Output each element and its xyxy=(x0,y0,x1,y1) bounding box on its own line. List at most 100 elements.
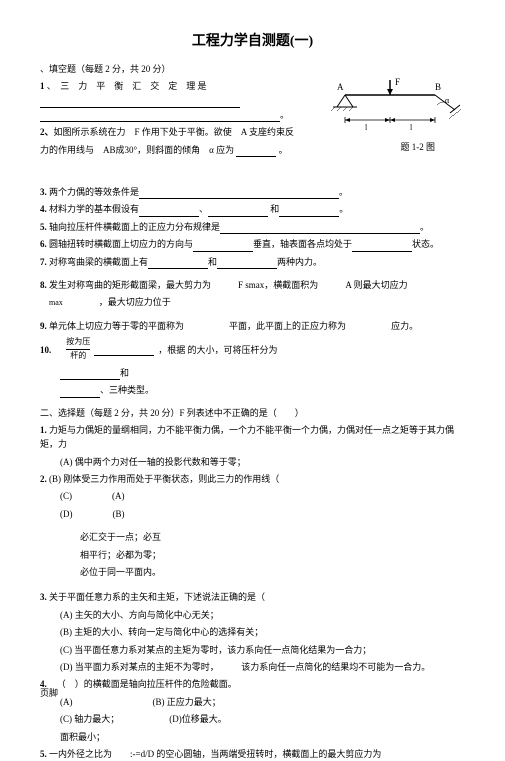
q9-mid: 平面，此平面上的正应力称为 xyxy=(229,321,346,331)
s2q4: 4. （ ）的横截面是轴向拉压杆件的危险截面。 xyxy=(40,677,465,691)
q10-and: 和 xyxy=(120,368,129,378)
s2q5-num: 5. xyxy=(40,749,47,759)
s2q2-d-row: (D) (B) xyxy=(40,507,465,521)
section1-header: 、填空题（每题 2 分，共 20 分） xyxy=(40,62,465,75)
q8-mid: F smax，横截面积为 xyxy=(238,280,318,290)
q9: 9. 单元体上切应力等于零的平面称为 平面，此平面上的正应力称为 应力。 xyxy=(40,319,465,333)
s2q2: 2. (B) 刚体受三力作用而处于平衡状态，则此三力的作用线（ xyxy=(40,472,465,486)
q3-num: 3. xyxy=(40,187,47,197)
q10-b3 xyxy=(60,386,100,398)
s2q2-b: (B) 刚体受三力作用而处于平衡状态，则此三力的作用线（ xyxy=(49,474,279,484)
svg-text:B: B xyxy=(435,82,441,92)
q10-line2: 和 xyxy=(40,366,465,380)
q4-and: 和 xyxy=(270,204,279,214)
q2-blank xyxy=(236,145,276,157)
q8: 8. 发生对称弯曲的矩形截面梁，最大剪力为 F smax，横截面积为 A 则最大… xyxy=(40,278,465,292)
s2q3-c: (C) 当平面任意力系对某点的主矩为零时，该力系向任一点简化结果为一合力； xyxy=(40,643,465,657)
s2q2-opt1: 必汇交于一点；必互 xyxy=(40,530,465,544)
s2q4-a: (A) xyxy=(60,695,73,709)
q7-b2 xyxy=(217,257,277,269)
diagram-label: 题 1-2 图 xyxy=(401,140,436,153)
q2-line2: 力的作用线与 AB成30°，则斜面的倾角 α 应为 。 xyxy=(40,143,320,157)
s2q2-num: 2. xyxy=(40,474,47,484)
s2q4-b: (B) 正应力最大； xyxy=(153,695,221,709)
q10-num: 10. xyxy=(40,343,51,357)
svg-text:α: α xyxy=(445,96,450,105)
page-footer: 页脚 xyxy=(40,686,58,699)
s2q4-text: ）的横截面是轴向拉压杆件的危险截面。 xyxy=(75,679,237,689)
s2q4-row1: (A) (B) 正应力最大； xyxy=(40,695,465,709)
svg-text:A: A xyxy=(337,82,344,92)
s2q2-c-row: (C) (A) xyxy=(40,489,465,503)
q7-num: 7. xyxy=(40,257,47,267)
section2-header: 二、选择题（每题 2 分，共 20 分）F 列表述中不正确的是（ ） xyxy=(40,406,465,419)
q5: 5. 轴向拉压杆件横截面上的正应力分布规律是。 xyxy=(40,220,465,234)
q2: 2、如图所示系统在力 F 作用下处于平衡。欲使 A 支座约束反 xyxy=(40,125,320,139)
s2q3-text: 关于平面任意力系的主矢和主矩，下述说法正确的是（ xyxy=(49,592,265,602)
q2-text1: 如图所示系统在力 F 作用下处于平衡。欲使 A 支座约束反 xyxy=(54,127,295,137)
q4-num: 4. xyxy=(40,204,47,214)
q4-b1 xyxy=(139,205,199,217)
q8-max: max xyxy=(49,298,63,307)
q10-line3: 、三种类型。 xyxy=(40,383,465,397)
q3-text: 两个力偶的等效条件是 xyxy=(49,187,139,197)
q7-and: 和 xyxy=(208,257,217,267)
q7-b1 xyxy=(148,257,208,269)
q7: 7. 对称弯曲梁的横截面上有 和 两种内力。 xyxy=(40,255,465,269)
q6-text: 圆轴扭转时横截面上切应力的方向与 xyxy=(49,239,193,249)
q10-mid: ，根据 的大小，可将压杆分为 xyxy=(158,343,277,357)
s2q5: 5. 一内外径之比为 :-=d/D 的空心圆轴，当两端受扭转时，横截面上的最大剪… xyxy=(40,747,465,761)
s2q3-a: (A) 主矢的大小、方向与简化中心无关； xyxy=(40,608,465,622)
q1: 1 、 三 力 平 衡 汇 交 定 理 是 。 xyxy=(40,79,300,122)
q5-blank xyxy=(220,222,420,234)
q1-blank2 xyxy=(40,110,280,122)
q1-blank xyxy=(40,96,240,108)
q3: 3. 两个力偶的等效条件是。 xyxy=(40,185,465,199)
svg-text:l: l xyxy=(365,123,368,132)
q5-text: 轴向拉压杆件横截面上的正应力分布规律是 xyxy=(49,222,220,232)
s2q3-d: (D) 当平面力系对某点的主矩不为零时， 该力系向任一点简化的结果均不可能为一合… xyxy=(40,660,465,674)
q10-b2 xyxy=(60,368,120,380)
s2q1: 1. 力矩与力偶矩的量纲相同，力不能平衡力偶，一个力不能平衡一个力偶，力偶对任一… xyxy=(40,423,465,452)
s2q4-c: (C) 轴力最大； xyxy=(60,712,119,726)
s2q1-text: 力矩与力偶矩的量纲相同，力不能平衡力偶，一个力不能平衡一个力偶，力偶对任一点之矩… xyxy=(40,425,454,449)
q6: 6. 圆轴扭转时横截面上切应力的方向与 垂直，轴表面各点均处于 状态。 xyxy=(40,237,465,251)
q4-b2 xyxy=(208,205,268,217)
s2q2-opt3: 必位于同一平面内。 xyxy=(40,565,465,579)
beam-diagram: F A B α l l xyxy=(325,75,465,135)
svg-text:l: l xyxy=(410,123,413,132)
q6-num: 6. xyxy=(40,239,47,249)
q8-line2: max ，最大切应力位于 xyxy=(40,295,465,310)
q2-period: 。 xyxy=(279,145,288,155)
s2q2-opt2: 相平行；必都为零； xyxy=(40,548,465,562)
q6-b1 xyxy=(193,240,253,252)
s2q2-d: (D) xyxy=(60,507,73,521)
q1-text: 、 三 力 平 衡 汇 交 定 理 是 xyxy=(47,81,207,91)
q3-blank xyxy=(139,187,339,199)
s2q3-num: 3. xyxy=(40,592,47,602)
s2q3: 3. 关于平面任意力系的主矢和主矩，下述说法正确的是（ xyxy=(40,590,465,604)
q2-num: 2、 xyxy=(40,127,54,137)
svg-text:F: F xyxy=(395,77,400,87)
q2-text2: 力的作用线与 AB成30°，则斜面的倾角 α 应为 xyxy=(40,145,234,155)
s2q1-num: 1. xyxy=(40,425,47,435)
q10: 10. 按为压杆的 ，根据 的大小，可将压杆分为 xyxy=(40,336,465,363)
s2q4-row2: (C) 轴力最大； (D)位移最大。 xyxy=(40,712,465,726)
s2q4-d: (D)位移最大。 xyxy=(169,712,227,726)
q6-mid: 垂直，轴表面各点均处于 xyxy=(253,239,352,249)
q7-text: 对称弯曲梁的横截面上有 xyxy=(49,257,148,267)
s2q2-d-b: (B) xyxy=(113,507,125,521)
q6-end: 状态。 xyxy=(412,239,439,249)
q6-b2 xyxy=(352,240,412,252)
q9-text: 单元体上切应力等于零的平面称为 xyxy=(49,321,184,331)
q7-end: 两种内力。 xyxy=(277,257,322,267)
q8-end: A 则最大切应力 xyxy=(345,280,407,290)
doc-title: 工程力学自测题(一) xyxy=(40,30,465,50)
q4-text: 材料力学的基本假设有 xyxy=(49,204,139,214)
q8-num: 8. xyxy=(40,280,47,290)
q9-end: 应力。 xyxy=(391,321,418,331)
s2q2-c: (C) xyxy=(60,489,72,503)
s2q3-b: (B) 主矩的大小、转向一定与简化中心的选择有关； xyxy=(40,625,465,639)
q1-num: 1 xyxy=(40,81,45,91)
q5-num: 5. xyxy=(40,222,47,232)
